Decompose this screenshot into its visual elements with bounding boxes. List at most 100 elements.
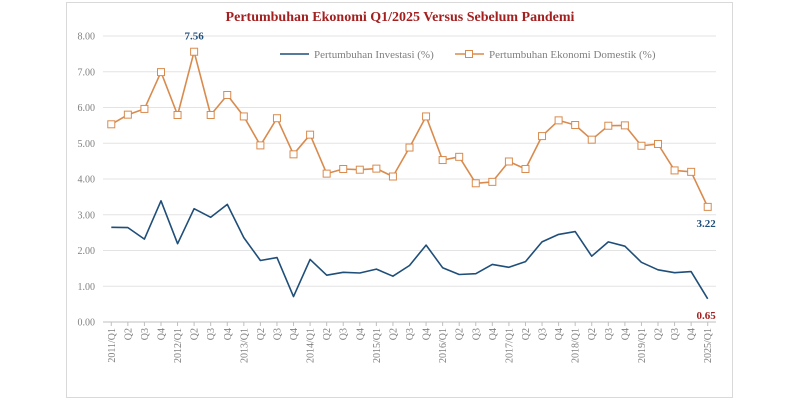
y-axis: 0.00 1.00 2.00 3.00 4.00 5.00 6.00 7.00 8.00 xyxy=(78,32,96,329)
data-point-marker xyxy=(687,167,696,176)
legend-marker-ekonomi xyxy=(465,50,473,58)
data-point-marker xyxy=(587,135,596,144)
y-tick-label: 0.00 xyxy=(78,318,96,329)
y-tick-label: 4.00 xyxy=(78,175,96,186)
x-tick-label: Q4 xyxy=(355,328,366,340)
data-point-marker xyxy=(471,179,480,188)
x-tick-label: Q4 xyxy=(422,328,433,340)
x-tick-label: Q4 xyxy=(488,328,499,340)
legend-label-ekonomi: Pertumbuhan Ekonomi Domestik (%) xyxy=(489,49,656,61)
data-point-marker xyxy=(140,104,149,113)
data-point-marker xyxy=(173,111,182,120)
x-tick-label: Q3 xyxy=(405,328,416,340)
x-tick-label: Q4 xyxy=(554,328,565,340)
data-point-marker xyxy=(339,164,348,173)
data-point-marker xyxy=(405,143,414,152)
x-tick-label: Q2 xyxy=(256,328,267,340)
data-point-marker xyxy=(637,141,646,150)
series-line-ekonomi xyxy=(110,50,709,208)
data-point-marker xyxy=(703,202,712,211)
data-point-marker xyxy=(372,164,381,173)
x-tick-label: 2025/Q1 xyxy=(703,328,714,363)
x-tick-label: Q3 xyxy=(140,328,151,340)
data-point-marker xyxy=(538,132,547,141)
x-tick-label: Q2 xyxy=(388,328,399,340)
data-point-marker xyxy=(620,121,629,130)
x-tick-label: Q2 xyxy=(322,328,333,340)
x-tick-label: 2011/Q1 xyxy=(107,328,118,363)
x-tick-label: Q3 xyxy=(471,328,482,340)
data-point-marker xyxy=(438,156,447,165)
data-point-marker xyxy=(504,157,513,166)
data-point-marker xyxy=(488,177,497,186)
data-label: 7.56 xyxy=(184,31,204,43)
x-tick-label: 2012/Q1 xyxy=(173,328,184,363)
data-point-marker xyxy=(422,112,431,121)
data-point-marker xyxy=(206,111,215,120)
x-tick-label: Q2 xyxy=(587,328,598,340)
x-tick-label: Q4 xyxy=(289,328,300,340)
y-tick-label: 1.00 xyxy=(78,282,96,293)
y-tick-label: 5.00 xyxy=(78,139,96,150)
data-point-marker xyxy=(256,141,265,150)
legend-label-investasi: Pertumbuhan Investasi (%) xyxy=(314,49,434,61)
data-point-marker xyxy=(322,169,331,178)
y-tick-label: 2.00 xyxy=(78,246,96,257)
x-tick-label: Q2 xyxy=(654,328,665,340)
data-point-marker xyxy=(272,114,281,123)
x-tick-label: Q3 xyxy=(339,328,350,340)
x-tick-label: 2014/Q1 xyxy=(306,328,317,363)
y-tick-label: 8.00 xyxy=(78,32,96,43)
x-tick-label: Q4 xyxy=(223,328,234,340)
plot-area xyxy=(107,47,712,300)
data-point-marker xyxy=(107,120,116,129)
x-tick-label: 2016/Q1 xyxy=(438,328,449,363)
x-tick-label: Q4 xyxy=(156,328,167,340)
x-tick-label: Q2 xyxy=(123,328,134,340)
data-point-marker xyxy=(306,130,315,139)
data-point-marker xyxy=(388,172,397,181)
data-labels: 7.56 3.22 0.65 xyxy=(184,31,716,322)
x-tick-label: Q2 xyxy=(521,328,532,340)
data-point-marker xyxy=(289,150,298,159)
x-tick-label: 2013/Q1 xyxy=(239,328,250,363)
data-point-marker xyxy=(604,121,613,130)
data-point-marker xyxy=(156,68,165,77)
y-tick-label: 6.00 xyxy=(78,103,96,114)
x-tick-label: 2019/Q1 xyxy=(637,328,648,363)
data-point-marker xyxy=(190,47,199,56)
data-point-marker xyxy=(654,139,663,148)
x-tick-label: Q3 xyxy=(206,328,217,340)
x-tick-label: Q2 xyxy=(190,328,201,340)
y-tick-label: 3.00 xyxy=(78,210,96,221)
data-label: 0.65 xyxy=(696,310,716,322)
x-tick-label: Q4 xyxy=(687,328,698,340)
legend: Pertumbuhan Investasi (%) Pertumbuhan Ek… xyxy=(280,49,656,61)
gridlines xyxy=(103,35,716,323)
x-tick-label: Q2 xyxy=(455,328,466,340)
data-point-marker xyxy=(355,165,364,174)
data-point-marker xyxy=(223,90,232,99)
data-point-marker xyxy=(455,152,464,161)
series-line-investasi xyxy=(111,200,709,300)
x-tick-label: Q3 xyxy=(272,328,283,340)
x-tick-label: 2018/Q1 xyxy=(571,328,582,363)
x-axis: 2011/Q1 Q2 Q3 Q4 2012/Q1 Q2 Q3 Q4 2013/Q1 Q2 Q3 Q4 2… xyxy=(107,322,714,363)
chart-title: Pertumbuhan Ekonomi Q1/2025 Versus Sebel… xyxy=(226,10,575,25)
data-point-marker xyxy=(239,112,248,121)
data-point-marker xyxy=(123,110,132,119)
data-point-marker xyxy=(670,166,679,175)
data-point-marker xyxy=(554,116,563,125)
x-tick-label: Q3 xyxy=(670,328,681,340)
x-tick-label: Q3 xyxy=(538,328,549,340)
data-point-marker xyxy=(521,164,530,173)
data-point-marker xyxy=(571,121,580,130)
x-tick-label: Q4 xyxy=(620,328,631,340)
x-tick-label: 2015/Q1 xyxy=(372,328,383,363)
x-tick-label: 2017/Q1 xyxy=(504,328,515,363)
y-tick-label: 7.00 xyxy=(78,67,96,78)
chart-frame xyxy=(66,2,733,398)
data-label: 3.22 xyxy=(696,218,716,230)
x-tick-label: Q3 xyxy=(604,328,615,340)
